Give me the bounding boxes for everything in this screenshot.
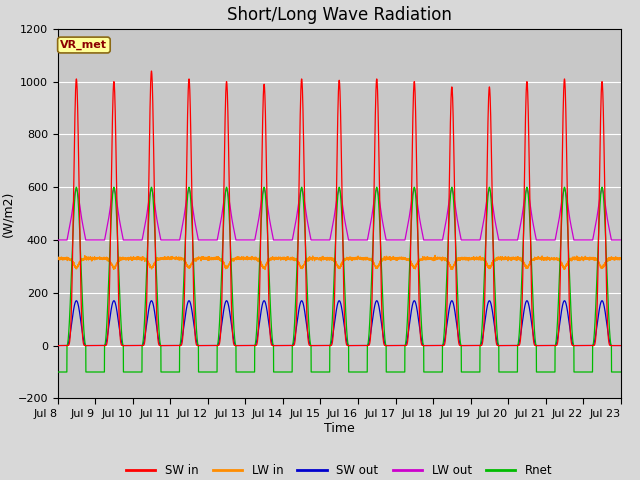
X-axis label: Time: Time bbox=[324, 421, 355, 434]
Y-axis label: (W/m2): (W/m2) bbox=[1, 191, 15, 237]
Legend: SW in, LW in, SW out, LW out, Rnet: SW in, LW in, SW out, LW out, Rnet bbox=[121, 460, 557, 480]
Text: VR_met: VR_met bbox=[60, 40, 108, 50]
Title: Short/Long Wave Radiation: Short/Long Wave Radiation bbox=[227, 6, 452, 24]
